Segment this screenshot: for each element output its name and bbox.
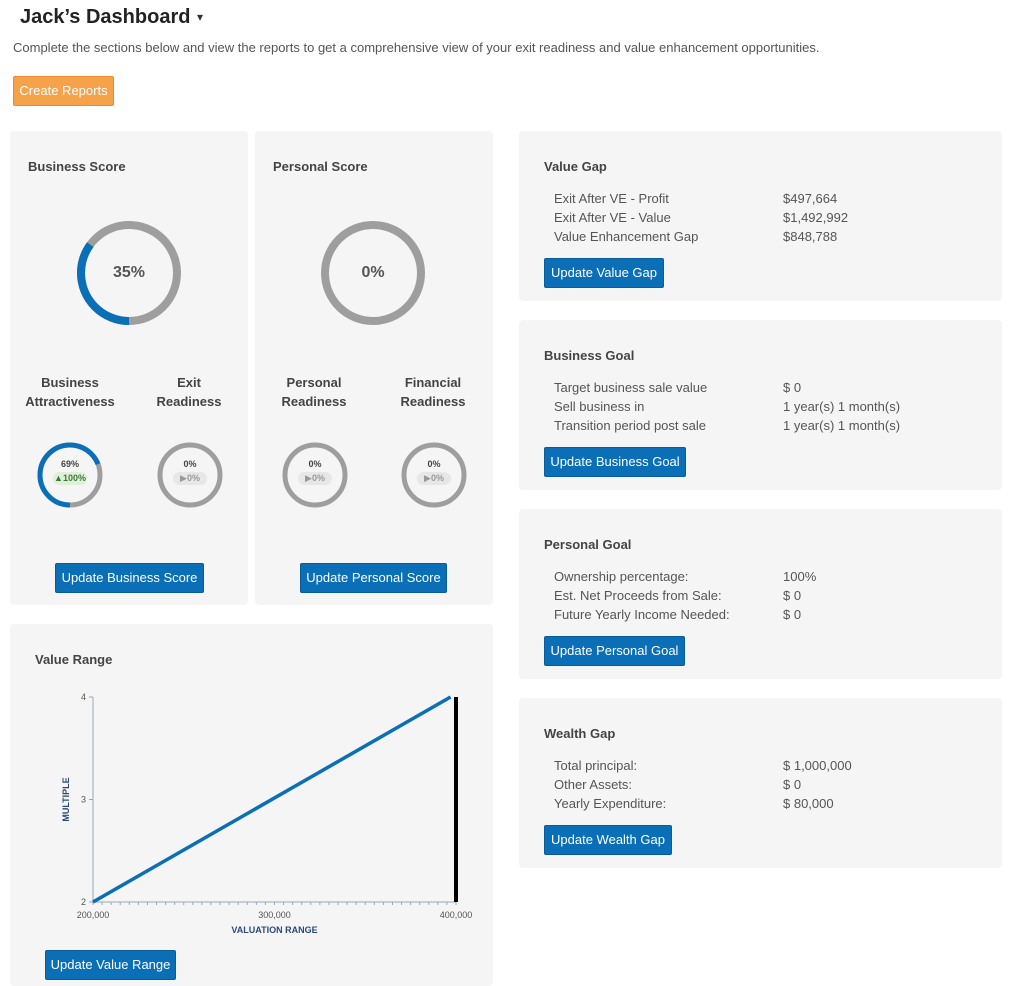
- value-range-panel: Value Range 2 3 4 200,000 300,000 400,000 VALU…: [10, 624, 493, 986]
- triangle-right-icon: ▶: [180, 473, 187, 483]
- business-attractiveness-delta: ▲100%: [53, 472, 87, 485]
- y-tick-label: 4: [81, 692, 86, 702]
- personal-goal-row-label: Future Yearly Income Needed:: [554, 607, 730, 622]
- triangle-right-icon: ▶: [424, 473, 431, 483]
- exit-readiness-value: 0%: [183, 459, 197, 469]
- caret-down-icon[interactable]: ▾: [197, 10, 204, 24]
- personal-score-panel: Personal Score 0% Personal Readiness Fin…: [255, 131, 493, 605]
- update-business-score-button[interactable]: Update Business Score: [55, 563, 204, 593]
- value-range-title: Value Range: [35, 652, 113, 667]
- business-score-title: Business Score: [28, 159, 126, 174]
- personal-goal-row-label: Ownership percentage:: [554, 569, 689, 584]
- financial-readiness-delta-value: 0%: [430, 473, 444, 483]
- personal-goal-title: Personal Goal: [544, 537, 632, 552]
- value-gap-row-label: Exit After VE - Profit: [554, 191, 669, 206]
- update-value-gap-button[interactable]: Update Value Gap: [544, 258, 664, 288]
- business-goal-title: Business Goal: [544, 348, 635, 363]
- personal-score-ring: 0%: [319, 219, 427, 327]
- value-gap-row-value: $497,664: [783, 191, 838, 206]
- value-gap-panel: Value Gap Exit After VE - Profit $497,66…: [519, 131, 1002, 301]
- business-score-ring: 35%: [75, 219, 183, 327]
- update-value-range-button[interactable]: Update Value Range: [45, 950, 176, 980]
- triangle-up-icon: ▲: [54, 473, 63, 483]
- personal-score-value: 0%: [361, 264, 385, 281]
- business-goal-panel: Business Goal Target business sale value…: [519, 320, 1002, 490]
- business-score-ring-fill: [77, 221, 181, 325]
- personal-goal-panel: Personal Goal Ownership percentage: 100%…: [519, 509, 1002, 679]
- wealth-gap-row-value: $ 1,000,000: [783, 758, 852, 773]
- update-personal-goal-button[interactable]: Update Personal Goal: [544, 636, 685, 666]
- wealth-gap-row-value: $ 80,000: [783, 796, 834, 811]
- create-reports-button[interactable]: Create Reports: [13, 76, 114, 106]
- business-attractiveness-ring: 69% ▲100%: [36, 441, 104, 509]
- value-gap-title: Value Gap: [544, 159, 607, 174]
- personal-goal-row-value: $ 0: [783, 607, 802, 622]
- business-score-value: 35%: [112, 264, 146, 281]
- business-attractiveness-label-2: Attractiveness: [25, 394, 115, 409]
- exit-readiness-delta-value: 0%: [186, 473, 200, 483]
- y-tick-label: 2: [81, 897, 86, 907]
- wealth-gap-row-label: Yearly Expenditure:: [554, 796, 667, 811]
- business-goal-row-value: 1 year(s) 1 month(s): [783, 418, 901, 433]
- personal-score-title: Personal Score: [273, 159, 368, 174]
- wealth-gap-title: Wealth Gap: [544, 726, 616, 741]
- personal-goal-row-label: Est. Net Proceeds from Sale:: [554, 588, 722, 603]
- value-gap-row-value: $1,492,992: [783, 210, 849, 225]
- personal-readiness-delta-value: 0%: [311, 473, 325, 483]
- business-goal-row-value: 1 year(s) 1 month(s): [783, 399, 901, 414]
- exit-readiness-delta: ▶0%: [173, 472, 207, 485]
- business-goal-row-label: Transition period post sale: [554, 418, 706, 433]
- exit-readiness-heading: Exit Readiness: [142, 373, 236, 411]
- x-tick-label: 200,000: [77, 910, 110, 920]
- business-attractiveness-heading: Business Attractiveness: [14, 373, 126, 411]
- business-goal-row-label: Target business sale value: [554, 380, 708, 395]
- business-attractiveness-label-1: Business: [41, 375, 99, 390]
- financial-readiness-ring: 0% ▶0%: [400, 441, 468, 509]
- x-tick-label: 300,000: [258, 910, 291, 920]
- wealth-gap-row-value: $ 0: [783, 777, 802, 792]
- financial-readiness-label-2: Readiness: [400, 394, 466, 409]
- page-subtitle: Complete the sections below and view the…: [13, 40, 820, 55]
- personal-goal-row-value: $ 0: [783, 588, 802, 603]
- personal-readiness-heading: Personal Readiness: [267, 373, 361, 411]
- business-goal-row-value: $ 0: [783, 380, 802, 395]
- financial-readiness-label-1: Financial: [404, 375, 462, 390]
- exit-readiness-ring: 0% ▶0%: [156, 441, 224, 509]
- wealth-gap-row-label: Total principal:: [554, 758, 638, 773]
- value-range-chart: 2 3 4 200,000 300,000 400,000 VALUATION RANGE M…: [61, 692, 473, 935]
- wealth-gap-row-label: Other Assets:: [554, 777, 633, 792]
- exit-readiness-label-1: Exit: [177, 375, 201, 390]
- personal-readiness-label-1: Personal: [286, 375, 342, 390]
- business-attractiveness-value: 69%: [60, 459, 79, 469]
- update-wealth-gap-button[interactable]: Update Wealth Gap: [544, 825, 672, 855]
- financial-readiness-heading: Financial Readiness: [386, 373, 480, 411]
- value-gap-row-value: $848,788: [783, 229, 838, 244]
- personal-readiness-ring: 0% ▶0%: [281, 441, 349, 509]
- financial-readiness-delta: ▶0%: [417, 472, 451, 485]
- y-tick-label: 3: [81, 795, 86, 805]
- personal-goal-row-value: 100%: [783, 569, 817, 584]
- value-gap-row-label: Value Enhancement Gap: [554, 229, 699, 244]
- business-score-panel: Business Score 35% Business Attractivene…: [10, 131, 248, 605]
- personal-readiness-label-2: Readiness: [281, 394, 347, 409]
- value-gap-row-label: Exit After VE - Value: [554, 210, 671, 225]
- update-personal-score-button[interactable]: Update Personal Score: [300, 563, 447, 593]
- business-attractiveness-delta-value: 100%: [62, 473, 86, 483]
- x-axis-label: VALUATION RANGE: [231, 925, 317, 935]
- exit-readiness-label-2: Readiness: [156, 394, 222, 409]
- personal-readiness-value: 0%: [308, 459, 322, 469]
- valuation-line: [92, 695, 452, 904]
- update-business-goal-button[interactable]: Update Business Goal: [544, 447, 686, 477]
- x-tick-label: 400,000: [440, 910, 473, 920]
- triangle-right-icon: ▶: [305, 473, 312, 483]
- wealth-gap-panel: Wealth Gap Total principal: $ 1,000,000 …: [519, 698, 1002, 868]
- business-goal-row-label: Sell business in: [554, 399, 645, 414]
- business-attractiveness-ring-fill: [37, 442, 103, 508]
- financial-readiness-value: 0%: [427, 459, 441, 469]
- y-axis-label: MULTIPLE: [61, 777, 71, 821]
- page-title: Jack’s Dashboard: [20, 6, 191, 28]
- personal-readiness-delta: ▶0%: [298, 472, 332, 485]
